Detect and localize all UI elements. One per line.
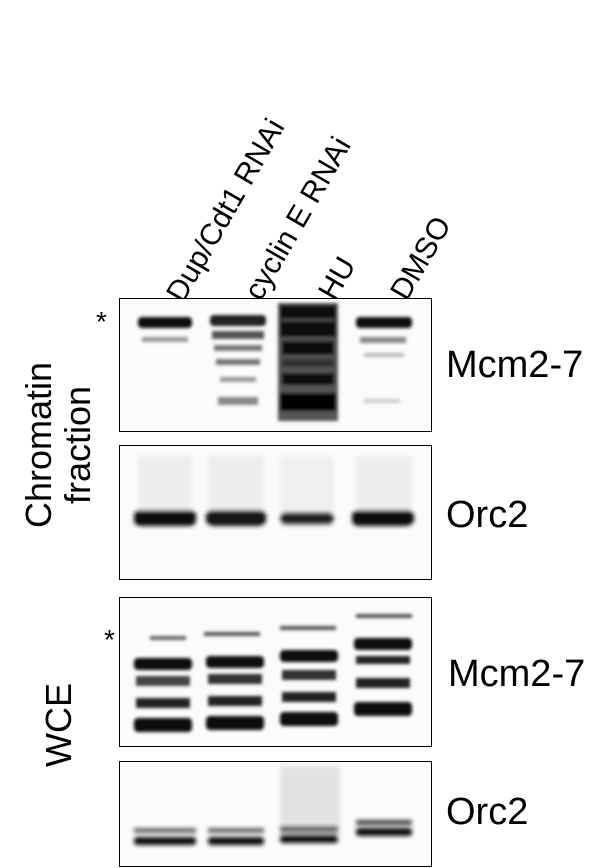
asterisk-marker-wce: *: [104, 624, 115, 655]
lane-label-dmso: DMSO: [384, 211, 458, 306]
blot-image-chromatin-mcm2-7: [138, 303, 412, 421]
blot-panel-wce-mcm2-7: [119, 597, 432, 747]
protein-label-chromatin-orc2: Orc2: [446, 494, 529, 536]
chromatin-label-line2: fraction: [56, 385, 98, 505]
protein-label-wce-orc2: Orc2: [446, 791, 529, 833]
blot-image-wce-mcm2-7: [134, 614, 412, 732]
protein-label-wce-mcm2-7: Mcm2-7: [448, 653, 586, 695]
asterisk-marker-chromatin: *: [96, 306, 107, 337]
section-label-chromatin-fraction: Chromatin fraction: [18, 345, 100, 545]
section-label-wce: WCE: [38, 683, 79, 767]
blot-panel-wce-orc2: [119, 761, 432, 867]
blot-panel-chromatin-orc2: [119, 445, 432, 580]
blot-image-chromatin-orc2: [134, 456, 414, 526]
chromatin-label-line1: Chromatin: [18, 361, 59, 529]
blot-image-wce-orc2: [134, 766, 412, 845]
blot-panel-chromatin-mcm2-7: [119, 298, 432, 432]
protein-label-chromatin-mcm2-7: Mcm2-7: [446, 344, 584, 386]
